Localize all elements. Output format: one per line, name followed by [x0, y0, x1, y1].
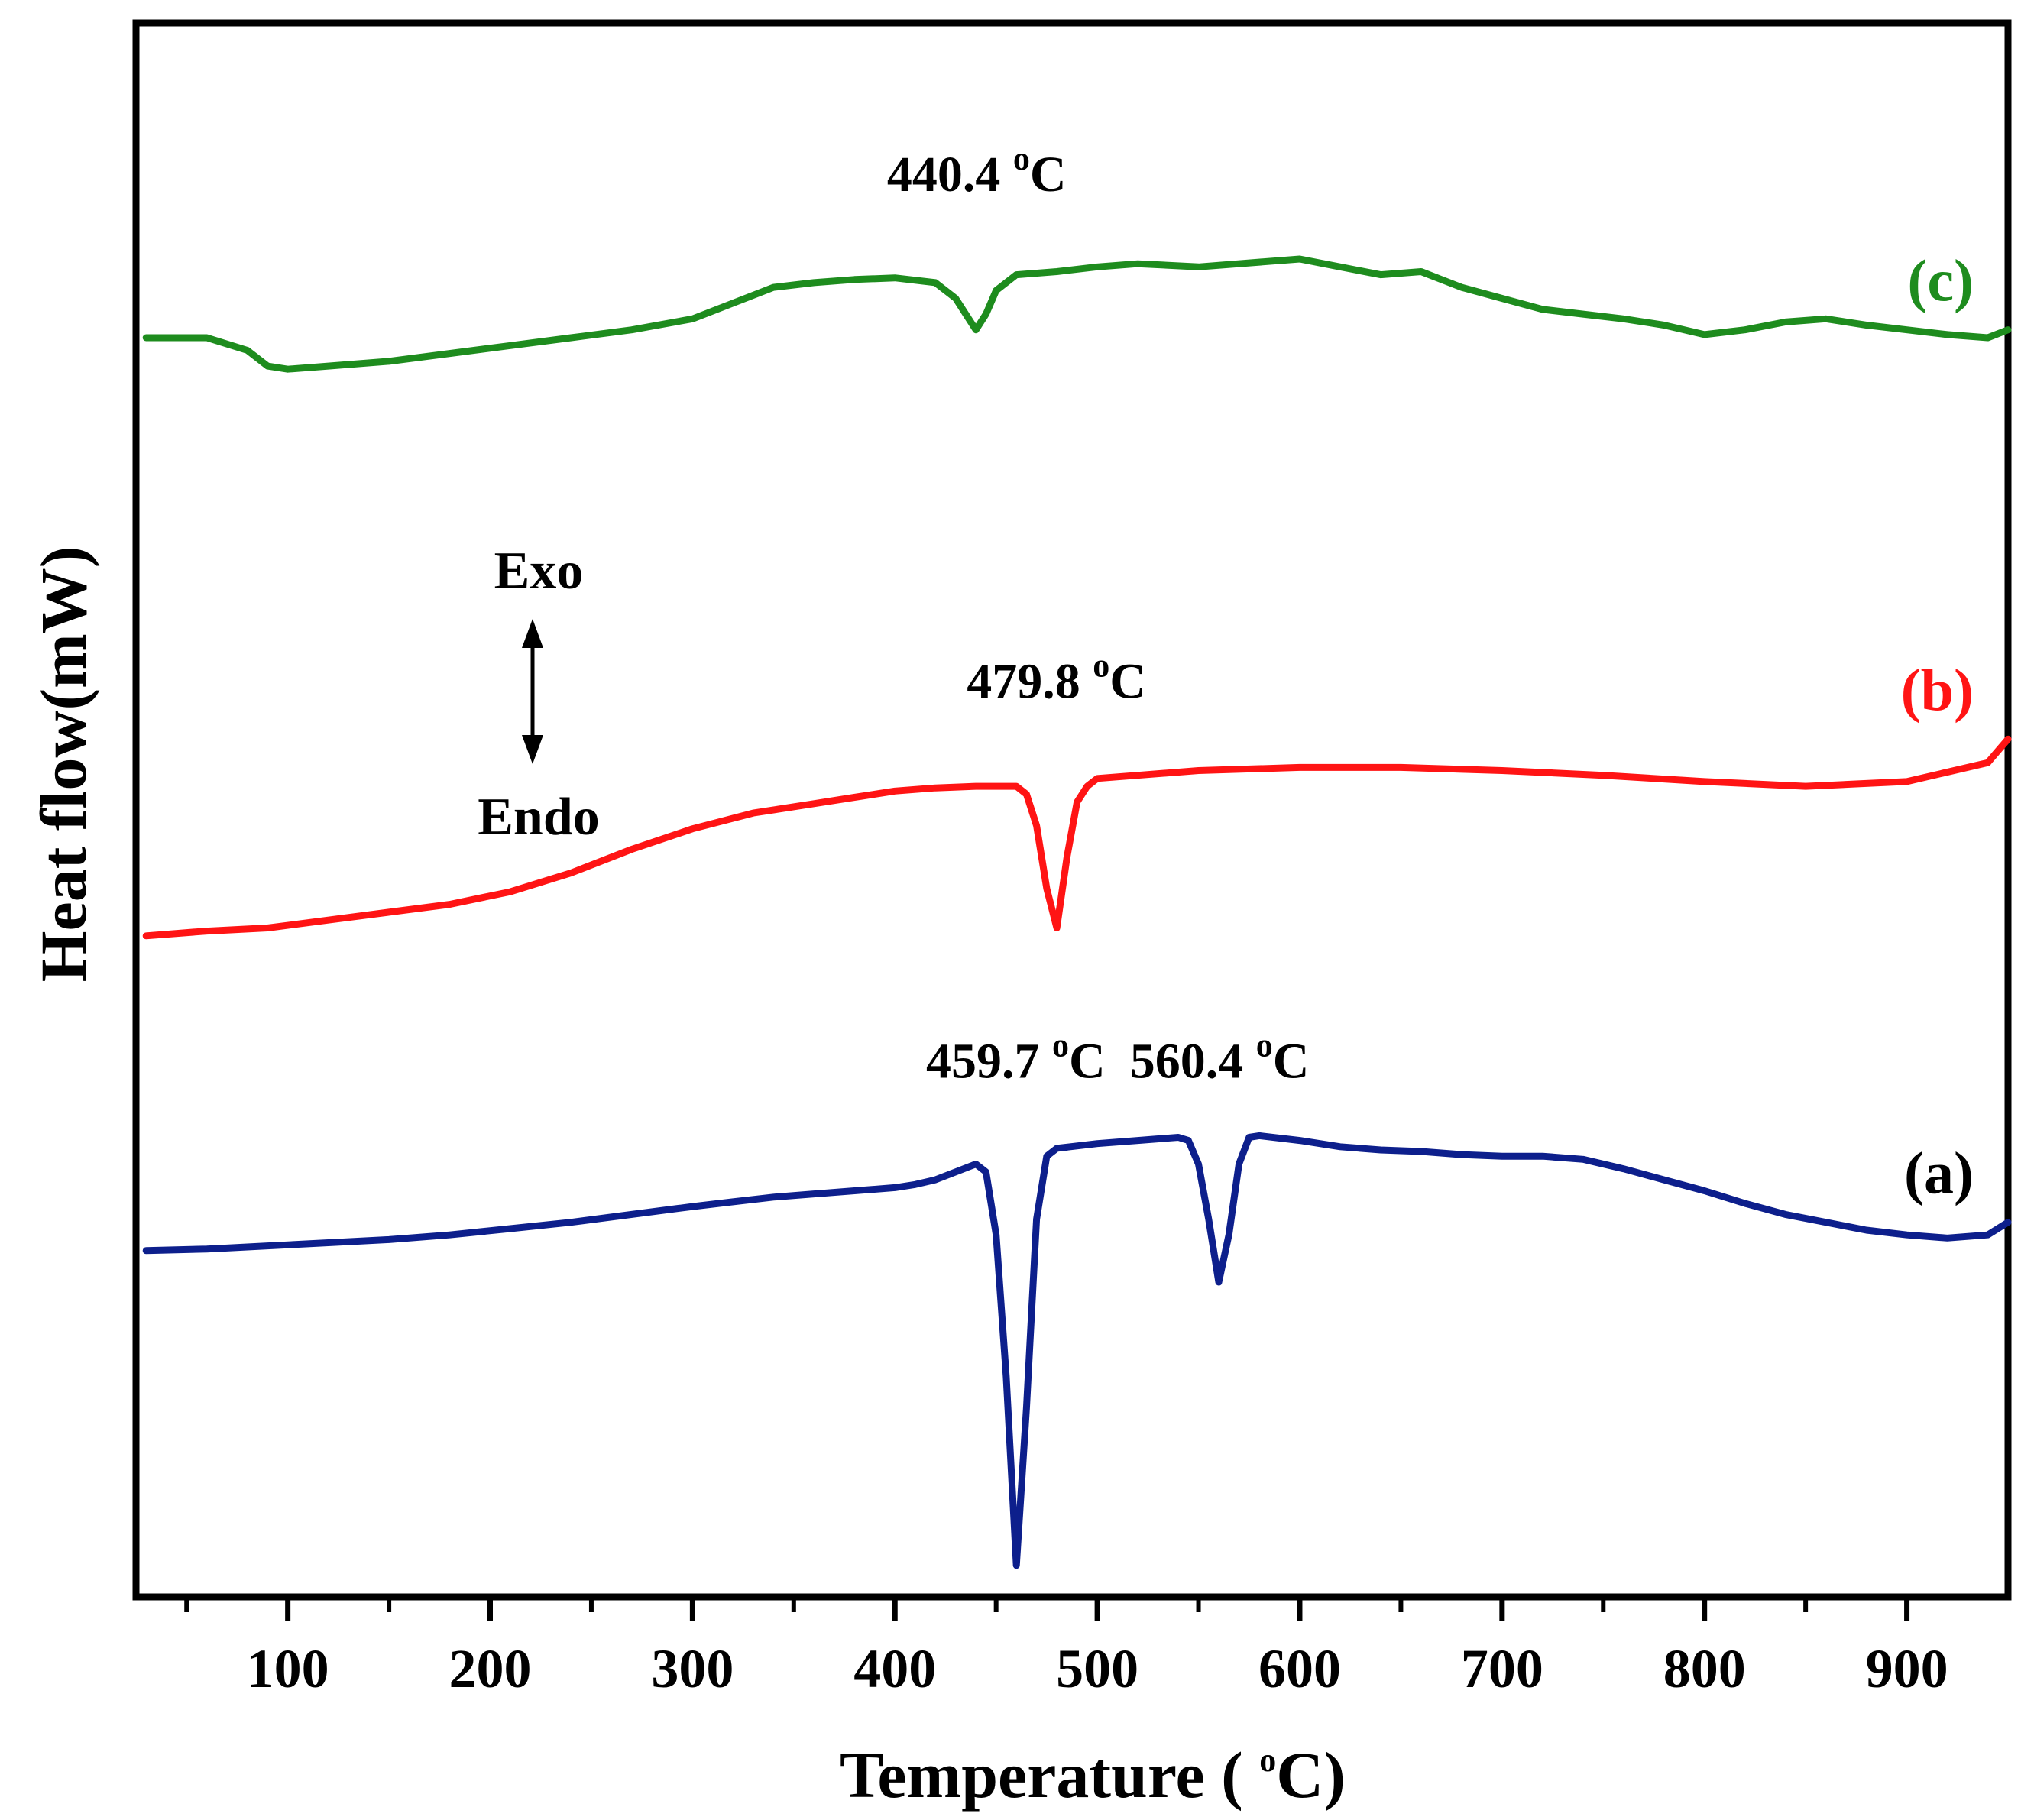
x-tick-label: 100: [247, 1638, 329, 1699]
x-axis-title-post: C): [1276, 1738, 1346, 1812]
series-label: (b): [1901, 656, 1974, 723]
series-line: [142, 255, 2012, 373]
peak-annotation: 560.4 oC: [1130, 1026, 1310, 1089]
x-tick-label: 300: [651, 1638, 734, 1699]
y-axis-title: Heat flow(mW): [27, 546, 100, 983]
peak-annotation: 440.4 oC: [887, 140, 1067, 202]
peak-annotations: 459.7 oC 560.4 oC 479.8 oC 440.4 oC: [887, 140, 1310, 1089]
x-tick-label: 400: [853, 1638, 936, 1699]
series-label: (c): [1907, 248, 1974, 314]
series-line: [142, 735, 2012, 940]
x-axis-title: Temperature ( oC): [840, 1738, 1346, 1812]
endo-arrow-head-icon: [522, 735, 543, 764]
x-tick-label: 600: [1258, 1638, 1341, 1699]
x-tick-label: 200: [449, 1638, 532, 1699]
x-axis-title-sup: o: [1259, 1741, 1276, 1779]
plot-frame: [132, 19, 2012, 1601]
peak-annotation: 479.8 oC: [967, 647, 1146, 710]
x-tick-label: 800: [1663, 1638, 1746, 1699]
x-tick-label: 500: [1056, 1638, 1138, 1699]
x-axis-ticks: 100 200 300 400 500 600 700 800 900: [184, 1597, 1948, 1699]
exo-label: Exo: [494, 542, 584, 601]
x-axis-title-pre: Temperature (: [840, 1738, 1259, 1812]
series-lines: [142, 255, 2012, 1569]
x-tick-label: 700: [1461, 1638, 1543, 1699]
exo-endo-indicator: Exo Endo: [478, 542, 600, 847]
series-labels: (a) (b) (c): [1901, 248, 1974, 1206]
exo-arrow-head-icon: [522, 619, 543, 648]
endo-label: Endo: [478, 788, 600, 847]
x-tick-label: 900: [1866, 1638, 1948, 1699]
peak-annotation: 459.7 oC: [926, 1026, 1106, 1089]
series-line: [142, 1132, 2012, 1569]
series-label: (a): [1904, 1140, 1974, 1206]
